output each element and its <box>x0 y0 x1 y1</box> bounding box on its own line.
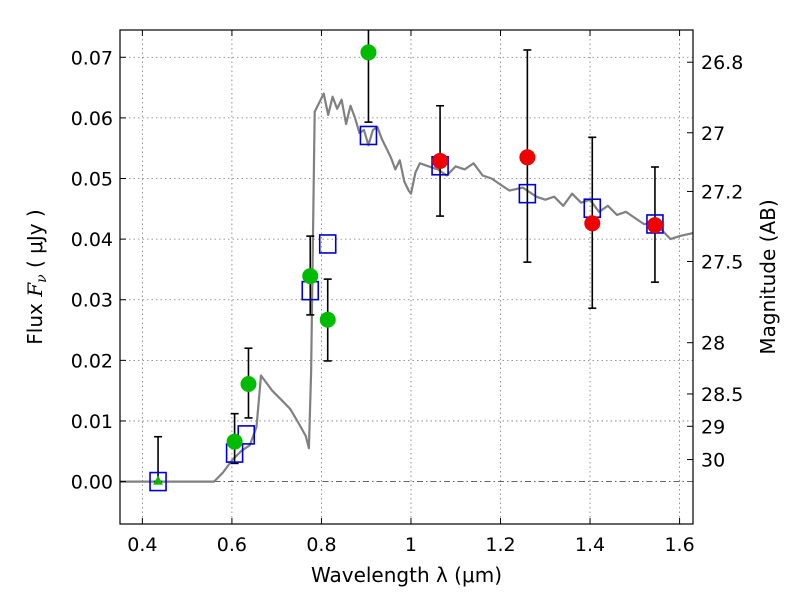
observed-green-point <box>240 375 257 392</box>
model-photometry-squares <box>149 125 664 492</box>
model-photometry-square <box>318 234 337 254</box>
y-tick-label: 0.07 <box>71 47 113 69</box>
x-tick-label: 0.6 <box>217 534 247 556</box>
y-tick-label: 0.05 <box>71 169 113 191</box>
y-axis-label: Flux Fν ( μJy ) <box>23 209 50 344</box>
plot-frame <box>119 29 694 525</box>
y-tick-label: 0.03 <box>71 290 113 312</box>
y2-axis-label: Magnitude (AB) <box>756 199 780 354</box>
y2-tick-label: 27 <box>701 123 725 145</box>
spectrum-line <box>120 92 694 483</box>
observed-red-point <box>519 149 536 166</box>
model-photometry-square <box>518 183 537 204</box>
observed-green-point <box>360 44 377 61</box>
observed-red-point <box>584 215 601 232</box>
y-axis-ticks: 0.00 0.01 0.02 0.03 0.04 0.05 0.06 0.07 <box>71 47 126 494</box>
observed-green-triangle <box>153 475 164 485</box>
y-tick-label: 0.02 <box>71 350 113 372</box>
observed-red-point <box>646 217 663 234</box>
x-tick-label: 1 <box>405 534 417 556</box>
model-photometry-square <box>359 125 378 146</box>
observed-red-points <box>432 149 663 234</box>
y2-tick-label: 28.5 <box>701 384 743 406</box>
observed-green-point <box>319 311 336 328</box>
observed-green-points <box>153 44 377 485</box>
x-tick-label: 1.6 <box>664 534 694 556</box>
observed-green-point <box>226 433 243 450</box>
y-tick-label: 0.01 <box>71 411 113 433</box>
x-tick-label: 1.2 <box>485 534 515 556</box>
y-tick-label: 0.04 <box>71 229 113 251</box>
y2-tick-label: 27.5 <box>701 251 743 273</box>
observed-red-point <box>432 152 449 169</box>
model-photometry-square <box>149 471 167 492</box>
y2-axis-ticks: 26.8 27 27.2 27.5 28 28.5 29 30 <box>687 52 743 472</box>
y2-tick-label: 26.8 <box>701 52 743 74</box>
observed-green-point <box>302 268 319 285</box>
y2-tick-label: 29 <box>701 416 725 438</box>
error-bars <box>154 30 659 483</box>
grid-lines <box>120 30 693 524</box>
y-tick-label: 0.06 <box>71 108 113 130</box>
y2-tick-label: 28 <box>701 333 725 355</box>
model-spectrum <box>120 92 694 483</box>
x-tick-label: 0.4 <box>127 534 157 556</box>
y2-tick-label: 27.2 <box>701 181 743 203</box>
y2-tick-label: 30 <box>701 450 725 472</box>
x-tick-label: 0.8 <box>306 534 336 556</box>
x-axis-label: Wavelength λ (μm) <box>311 563 502 587</box>
x-tick-label: 1.4 <box>575 534 605 556</box>
y-tick-label: 0.00 <box>71 472 113 494</box>
x-axis-ticks: 0.4 0.6 0.8 1 1.2 1.4 1.6 <box>127 30 695 556</box>
